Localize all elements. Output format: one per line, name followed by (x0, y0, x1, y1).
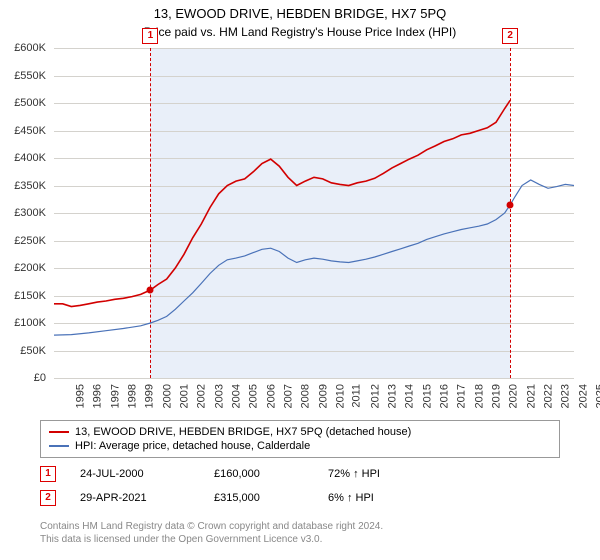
event-date: 24-JUL-2000 (80, 468, 190, 480)
x-axis-label: 2015 (421, 384, 433, 408)
data-point (147, 287, 154, 294)
swatch-line-1 (49, 431, 69, 433)
swatch-line-2 (49, 445, 69, 447)
y-axis-label: £550K (2, 70, 46, 82)
x-axis-label: 2005 (248, 384, 260, 408)
y-axis-label: £150K (2, 290, 46, 302)
x-axis-label: 2017 (456, 384, 468, 408)
marker-box: 1 (142, 28, 158, 44)
x-axis-label: 2007 (282, 384, 294, 408)
legend-row-2: HPI: Average price, detached house, Cald… (49, 439, 551, 453)
event-num: 2 (40, 490, 56, 506)
gridline (54, 378, 574, 379)
series-line (54, 180, 574, 335)
legend-label-1: 13, EWOOD DRIVE, HEBDEN BRIDGE, HX7 5PQ … (75, 426, 411, 438)
plot-area: £0£50K£100K£150K£200K£250K£300K£350K£400… (54, 48, 574, 378)
x-axis-label: 2024 (577, 384, 589, 408)
footer-line-2: This data is licensed under the Open Gov… (40, 533, 560, 546)
event-pct: 6% ↑ HPI (328, 492, 428, 504)
x-axis-label: 1998 (126, 384, 138, 408)
x-axis-label: 2025 (594, 384, 600, 408)
y-axis-label: £0 (2, 372, 46, 384)
x-axis-label: 2003 (213, 384, 225, 408)
x-axis-label: 2012 (369, 384, 381, 408)
y-axis-label: £100K (2, 317, 46, 329)
x-axis-label: 2022 (542, 384, 554, 408)
y-axis-label: £200K (2, 262, 46, 274)
legend-label-2: HPI: Average price, detached house, Cald… (75, 440, 310, 452)
x-axis-label: 2006 (265, 384, 277, 408)
y-axis-label: £450K (2, 125, 46, 137)
x-axis-label: 1996 (92, 384, 104, 408)
x-axis-label: 2016 (438, 384, 450, 408)
x-axis-label: 2002 (196, 384, 208, 408)
x-axis-label: 2001 (178, 384, 190, 408)
y-axis-label: £600K (2, 42, 46, 54)
x-axis-label: 1999 (144, 384, 156, 408)
x-axis-label: 2020 (508, 384, 520, 408)
chart-svg (54, 48, 574, 378)
x-axis-label: 2018 (473, 384, 485, 408)
event-pct: 72% ↑ HPI (328, 468, 428, 480)
y-axis-label: £50K (2, 345, 46, 357)
event-num: 1 (40, 466, 56, 482)
events-table: 1 24-JUL-2000 £160,000 72% ↑ HPI 2 29-APR-202… (40, 466, 560, 514)
x-axis-label: 1995 (74, 384, 86, 408)
event-row: 2 29-APR-2021 £315,000 6% ↑ HPI (40, 490, 560, 506)
y-axis-label: £250K (2, 235, 46, 247)
x-axis-label: 2021 (525, 384, 537, 408)
chart-title: 13, EWOOD DRIVE, HEBDEN BRIDGE, HX7 5PQ (0, 0, 600, 21)
y-axis-label: £400K (2, 152, 46, 164)
y-axis-label: £350K (2, 180, 46, 192)
series-line (54, 100, 510, 306)
marker-box: 2 (502, 28, 518, 44)
x-axis-label: 2010 (334, 384, 346, 408)
x-axis-label: 2013 (386, 384, 398, 408)
x-axis-label: 2009 (317, 384, 329, 408)
x-axis-label: 2011 (351, 384, 363, 408)
event-price: £160,000 (214, 468, 304, 480)
x-axis-label: 2023 (560, 384, 572, 408)
license-footer: Contains HM Land Registry data © Crown c… (40, 520, 560, 546)
x-axis-label: 2004 (230, 384, 242, 408)
x-axis-label: 2000 (161, 384, 173, 408)
legend-row-1: 13, EWOOD DRIVE, HEBDEN BRIDGE, HX7 5PQ … (49, 425, 551, 439)
footer-line-1: Contains HM Land Registry data © Crown c… (40, 520, 560, 533)
event-date: 29-APR-2021 (80, 492, 190, 504)
data-point (507, 201, 514, 208)
x-axis-label: 2019 (490, 384, 502, 408)
y-axis-label: £300K (2, 207, 46, 219)
y-axis-label: £500K (2, 97, 46, 109)
event-row: 1 24-JUL-2000 £160,000 72% ↑ HPI (40, 466, 560, 482)
x-axis-label: 1997 (109, 384, 121, 408)
x-axis-label: 2014 (404, 384, 416, 408)
x-axis-label: 2008 (300, 384, 312, 408)
legend: 13, EWOOD DRIVE, HEBDEN BRIDGE, HX7 5PQ … (40, 420, 560, 458)
event-price: £315,000 (214, 492, 304, 504)
